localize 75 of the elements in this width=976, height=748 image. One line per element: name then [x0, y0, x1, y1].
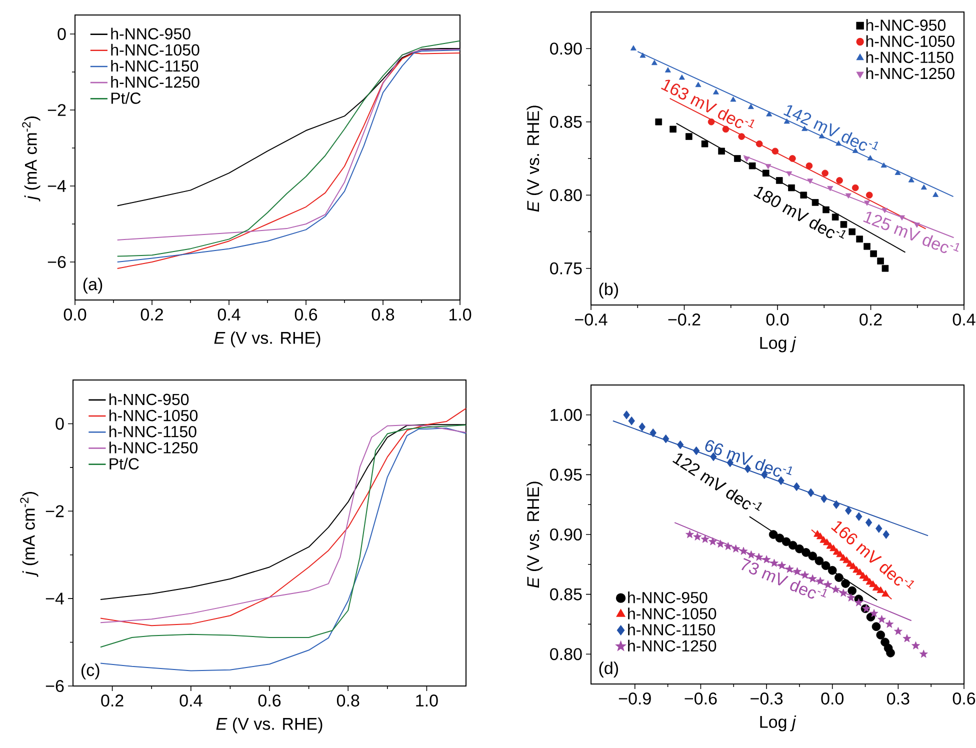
legend-label: h-NNC-1250	[111, 76, 200, 88]
legend-label: h-NNC-1150	[111, 60, 198, 72]
text: 73 mV dec$^{-1}$	[742, 558, 827, 599]
y-tick-label: 0.80	[550, 648, 582, 660]
y-tick-label: 1.00	[550, 408, 582, 421]
annotation: (b)	[599, 282, 618, 299]
x-tick-label: 0.0	[64, 308, 86, 321]
x-tick-label: 0.3	[887, 692, 910, 705]
x-tick-label: −0.4	[575, 314, 608, 326]
y-tick-label: −4	[46, 592, 64, 604]
x-tick-label: 0.8	[336, 694, 360, 707]
x-tick-label: 0.0	[821, 692, 844, 705]
text: 166 mV dec$^{-1}$	[831, 521, 914, 589]
x-tick-label: 0.6	[294, 308, 318, 321]
x-tick-label: −0.3	[750, 692, 783, 705]
y-tick-label: 0.90	[550, 528, 582, 541]
x-tick-label: 0.6	[952, 692, 976, 705]
legend-label: h-NNC-1050	[866, 35, 954, 47]
y-tick-label: 0.80	[550, 189, 582, 202]
x-axis-title: E (V vs. RHE)	[216, 717, 322, 734]
y-tick-label: 0	[56, 418, 64, 430]
legend-label: h-NNC-1150	[866, 51, 954, 64]
y-tick-label: −2	[46, 505, 64, 518]
legend-label: h-NNC-1050	[109, 409, 198, 422]
text: 142 mV dec$^{-1}$	[783, 105, 878, 151]
y-tick-label: 0.90	[550, 42, 582, 55]
x-axis-title: Log j	[760, 336, 796, 352]
legend-label: h-NNC-1250	[866, 67, 954, 80]
text: 180 mV dec$^{-1}$	[754, 186, 846, 239]
legend-label: h-NNC-1050	[628, 608, 716, 620]
y-axis-title: j (mA cm$^{-2}$)	[20, 492, 38, 577]
text: 125 mV dec$^{-1}$	[863, 212, 960, 254]
legend-label: h-NNC-950	[109, 393, 189, 406]
legend-label: h-NNC-1250	[109, 442, 198, 454]
x-tick-label: −0.9	[618, 692, 651, 705]
y-tick-label: −2	[48, 104, 66, 116]
legend-label: h-NNC-950	[866, 19, 946, 31]
y-tick-label: −6	[46, 680, 64, 692]
x-tick-label: 0.0	[766, 314, 789, 326]
x-tick-label: −0.2	[668, 314, 700, 326]
x-axis-title: E (V vs. RHE)	[214, 331, 320, 348]
y-tick-label: −6	[48, 256, 66, 268]
x-tick-label: 0.8	[372, 308, 394, 321]
text: 163 mV dec$^{-1}$	[661, 80, 754, 128]
x-tick-label: 0.4	[218, 308, 240, 321]
annotation: (d)	[599, 662, 618, 678]
legend-label: h-NNC-1150	[628, 624, 715, 636]
y-tick-label: 0.75	[550, 262, 582, 274]
legend-label: h-NNC-1250	[628, 640, 716, 652]
legend-label: h-NNC-950	[628, 592, 708, 604]
x-tick-label: 0.2	[860, 314, 882, 326]
y-tick-label: −4	[48, 180, 66, 192]
x-tick-label: 0.4	[180, 694, 202, 707]
annotation: (c)	[82, 664, 100, 680]
x-tick-label: 0.4	[952, 314, 976, 326]
x-tick-label: 0.2	[140, 308, 163, 321]
x-tick-label: 1.0	[416, 694, 438, 707]
legend-label: Pt/C	[111, 92, 141, 104]
x-tick-label: 0.6	[258, 694, 281, 707]
legend-label: h-NNC-950	[111, 28, 190, 40]
legend-label: h-NNC-1150	[109, 426, 196, 438]
y-tick-label: 0.85	[550, 588, 582, 600]
annotation: (a)	[83, 278, 102, 294]
legend-label: Pt/C	[110, 458, 139, 470]
y-axis-title: E (V vs. RHE)	[526, 106, 543, 212]
x-tick-label: −0.6	[684, 692, 717, 705]
y-axis-title: E (V vs. RHE)	[526, 482, 543, 588]
y-tick-label: 0.95	[550, 468, 582, 481]
legend-label: h-NNC-1050	[111, 44, 200, 56]
y-tick-label: 0.85	[550, 116, 582, 128]
y-axis-title: j (mA cm$^{-2}$)	[22, 116, 40, 202]
x-axis-title: Log j	[760, 715, 796, 732]
x-tick-label: 1.0	[449, 308, 472, 321]
x-tick-label: 0.2	[101, 694, 124, 707]
y-tick-label: 0	[58, 28, 66, 40]
